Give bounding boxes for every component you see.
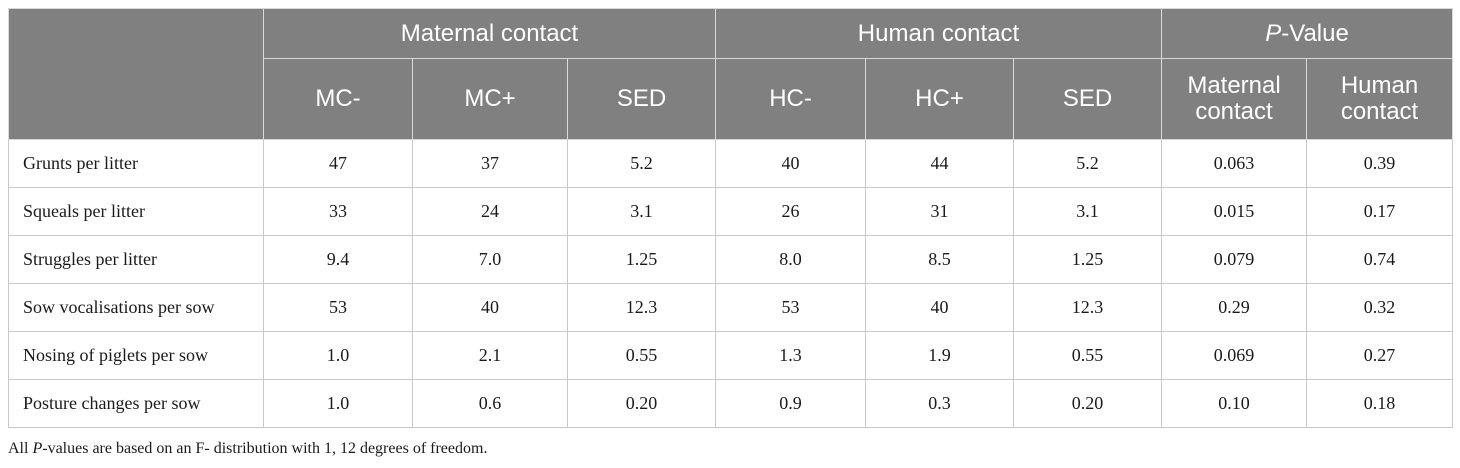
table-row: Grunts per litter 47 37 5.2 40 44 5.2 0.…	[8, 139, 1454, 188]
cell-sed-maternal: 0.20	[566, 379, 717, 428]
cell-sed-maternal: 12.3	[566, 283, 717, 332]
p-value-suffix: -Value	[1281, 19, 1349, 47]
cell-p-maternal: 0.063	[1161, 139, 1308, 188]
cell-mc-minus: 53	[263, 283, 413, 332]
cell-p-maternal: 0.015	[1161, 187, 1308, 236]
column-header-row: MC- MC+ SED HC- HC+ SED Maternal contact …	[9, 58, 1454, 140]
p-maternal-line2: contact	[1195, 98, 1273, 125]
cell-p-maternal: 0.29	[1161, 283, 1308, 332]
col-header-mc-plus: MC+	[412, 58, 568, 140]
group-header-p-value: P-Value	[1161, 8, 1454, 59]
cell-sed-human: 12.3	[1013, 283, 1163, 332]
row-label: Nosing of piglets per sow	[8, 331, 264, 380]
cell-p-human: 0.17	[1306, 187, 1454, 236]
cell-mc-minus: 47	[263, 139, 413, 188]
table-row: Nosing of piglets per sow 1.0 2.1 0.55 1…	[8, 331, 1454, 380]
row-label: Posture changes per sow	[8, 379, 264, 428]
cell-p-human: 0.74	[1306, 235, 1454, 284]
cell-hc-minus: 8.0	[715, 235, 867, 284]
table-row: Squeals per litter 33 24 3.1 26 31 3.1 0…	[8, 187, 1454, 236]
cell-hc-plus: 40	[865, 283, 1015, 332]
cell-sed-maternal: 5.2	[566, 139, 717, 188]
cell-sed-human: 5.2	[1013, 139, 1163, 188]
cell-hc-plus: 8.5	[865, 235, 1015, 284]
cell-sed-maternal: 0.55	[566, 331, 717, 380]
p-maternal-line1: Maternal	[1187, 72, 1281, 99]
cell-mc-minus: 33	[263, 187, 413, 236]
table-footnote: All P-values are based on an F- distribu…	[8, 440, 487, 458]
cell-hc-minus: 40	[715, 139, 867, 188]
cell-sed-human: 3.1	[1013, 187, 1163, 236]
cell-mc-plus: 0.6	[412, 379, 568, 428]
row-label: Squeals per litter	[8, 187, 264, 236]
results-table: Maternal contact Human contact P-Value M…	[8, 8, 1454, 428]
col-header-sed-maternal: SED	[566, 58, 717, 140]
col-header-hc-plus: HC+	[865, 58, 1015, 140]
results-table-container: Maternal contact Human contact P-Value M…	[8, 8, 1454, 428]
cell-sed-maternal: 1.25	[566, 235, 717, 284]
cell-p-human: 0.18	[1306, 379, 1454, 428]
group-header-row: Maternal contact Human contact P-Value	[8, 8, 1454, 140]
row-label: Grunts per litter	[8, 139, 264, 188]
cell-hc-plus: 31	[865, 187, 1015, 236]
table-row: Sow vocalisations per sow 53 40 12.3 53 …	[8, 283, 1454, 332]
cell-mc-plus: 7.0	[412, 235, 568, 284]
footnote-prefix: All	[8, 440, 33, 457]
col-header-hc-minus: HC-	[715, 58, 867, 140]
footnote-text: -values are based on an F- distribution …	[42, 440, 488, 457]
col-header-p-human-contact: Human contact	[1306, 58, 1454, 140]
cell-p-human: 0.32	[1306, 283, 1454, 332]
cell-p-human: 0.39	[1306, 139, 1454, 188]
cell-p-maternal: 0.10	[1161, 379, 1308, 428]
cell-hc-plus: 0.3	[865, 379, 1015, 428]
cell-p-human: 0.27	[1306, 331, 1454, 380]
cell-p-maternal: 0.069	[1161, 331, 1308, 380]
cell-mc-plus: 24	[412, 187, 568, 236]
col-header-sed-human: SED	[1013, 58, 1163, 140]
col-header-p-maternal-contact: Maternal contact	[1161, 58, 1308, 140]
cell-hc-plus: 44	[865, 139, 1015, 188]
cell-hc-plus: 1.9	[865, 331, 1015, 380]
table-row: Struggles per litter 9.4 7.0 1.25 8.0 8.…	[8, 235, 1454, 284]
cell-mc-minus: 1.0	[263, 379, 413, 428]
cell-hc-minus: 0.9	[715, 379, 867, 428]
cell-hc-minus: 53	[715, 283, 867, 332]
cell-hc-minus: 1.3	[715, 331, 867, 380]
cell-hc-minus: 26	[715, 187, 867, 236]
cell-mc-minus: 9.4	[263, 235, 413, 284]
p-human-line2: contact	[1340, 98, 1419, 125]
cell-p-maternal: 0.079	[1161, 235, 1308, 284]
cell-sed-human: 0.55	[1013, 331, 1163, 380]
cell-sed-maternal: 3.1	[566, 187, 717, 236]
p-human-line1: Human	[1340, 72, 1419, 99]
cell-sed-human: 0.20	[1013, 379, 1163, 428]
table-row: Posture changes per sow 1.0 0.6 0.20 0.9…	[8, 379, 1454, 428]
row-label: Sow vocalisations per sow	[8, 283, 264, 332]
cell-mc-plus: 40	[412, 283, 568, 332]
p-value-italic-p: P	[1265, 19, 1282, 47]
footnote-italic-p: P	[32, 440, 43, 457]
cell-mc-minus: 1.0	[263, 331, 413, 380]
cell-mc-plus: 37	[412, 139, 568, 188]
group-header-maternal-contact: Maternal contact	[262, 8, 717, 59]
cell-sed-human: 1.25	[1013, 235, 1163, 284]
col-header-mc-minus: MC-	[263, 58, 413, 140]
corner-header-cell	[8, 8, 264, 140]
row-label: Struggles per litter	[8, 235, 264, 284]
cell-mc-plus: 2.1	[412, 331, 568, 380]
group-header-human-contact: Human contact	[715, 8, 1163, 59]
